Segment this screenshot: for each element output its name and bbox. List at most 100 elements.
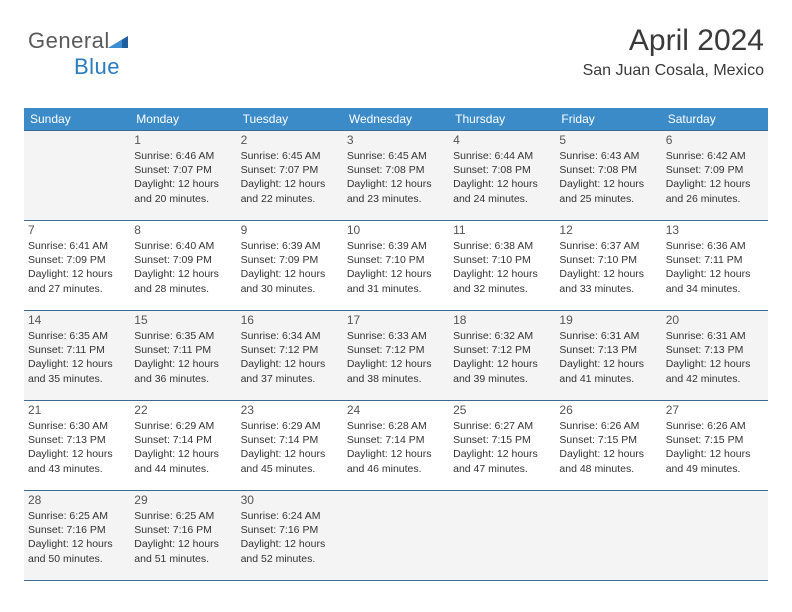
day-header: Friday — [555, 108, 661, 131]
calendar-day-cell: 10Sunrise: 6:39 AMSunset: 7:10 PMDayligh… — [343, 221, 449, 311]
day-details: Sunrise: 6:38 AMSunset: 7:10 PMDaylight:… — [453, 239, 551, 296]
day-number: 10 — [347, 223, 445, 237]
header-right: April 2024 San Juan Cosala, Mexico — [583, 24, 764, 80]
sunrise-text: Sunrise: 6:25 AM — [134, 509, 232, 523]
calendar-day-cell: 4Sunrise: 6:44 AMSunset: 7:08 PMDaylight… — [449, 131, 555, 221]
day-number: 20 — [666, 313, 764, 327]
day-number: 24 — [347, 403, 445, 417]
sunset-text: Sunset: 7:12 PM — [241, 343, 339, 357]
sunset-text: Sunset: 7:14 PM — [241, 433, 339, 447]
day-details: Sunrise: 6:27 AMSunset: 7:15 PMDaylight:… — [453, 419, 551, 476]
calendar-day-cell: 11 Sunrise: 6:38 AMSunset: 7:10 PMDayligh… — [449, 221, 555, 311]
sunrise-text: Sunrise: 6:28 AM — [347, 419, 445, 433]
day-details: Sunrise: 6:31 AMSunset: 7:13 PMDaylight:… — [666, 329, 764, 386]
day-details: Sunrise: 6:29 AMSunset: 7:14 PMDaylight:… — [241, 419, 339, 476]
sunset-text: Sunset: 7:07 PM — [241, 163, 339, 177]
daylight-text: Daylight: 12 hours and 39 minutes. — [453, 357, 551, 385]
daylight-text: Daylight: 12 hours and 22 minutes. — [241, 177, 339, 205]
sunset-text: Sunset: 7:10 PM — [347, 253, 445, 267]
sunset-text: Sunset: 7:11 PM — [666, 253, 764, 267]
day-details: Sunrise: 6:25 AMSunset: 7:16 PMDaylight:… — [134, 509, 232, 566]
sunset-text: Sunset: 7:16 PM — [241, 523, 339, 537]
daylight-text: Daylight: 12 hours and 34 minutes. — [666, 267, 764, 295]
sunrise-text: Sunrise: 6:31 AM — [559, 329, 657, 343]
calendar-day-cell: 9 Sunrise: 6:39 AMSunset: 7:09 PMDaylight… — [237, 221, 343, 311]
daylight-text: Daylight: 12 hours and 30 minutes. — [241, 267, 339, 295]
sunset-text: Sunset: 7:11 PM — [28, 343, 126, 357]
calendar-day-cell — [343, 491, 449, 581]
day-number: 11 — [453, 223, 551, 237]
day-number: 9 — [241, 223, 339, 237]
daylight-text: Daylight: 12 hours and 35 minutes. — [28, 357, 126, 385]
sunrise-text: Sunrise: 6:29 AM — [241, 419, 339, 433]
sunrise-text: Sunrise: 6:34 AM — [241, 329, 339, 343]
calendar-body: 1Sunrise: 6:46 AMSunset: 7:07 PMDaylight… — [24, 131, 768, 581]
sunrise-text: Sunrise: 6:31 AM — [666, 329, 764, 343]
sunset-text: Sunset: 7:09 PM — [134, 253, 232, 267]
day-number: 27 — [666, 403, 764, 417]
day-details: Sunrise: 6:45 AMSunset: 7:07 PMDaylight:… — [241, 149, 339, 206]
day-number: 6 — [666, 133, 764, 147]
day-details: Sunrise: 6:41 AMSunset: 7:09 PMDaylight:… — [28, 239, 126, 296]
day-number: 2 — [241, 133, 339, 147]
daylight-text: Daylight: 12 hours and 20 minutes. — [134, 177, 232, 205]
day-details: Sunrise: 6:28 AMSunset: 7:14 PMDaylight:… — [347, 419, 445, 476]
day-details: Sunrise: 6:31 AMSunset: 7:13 PMDaylight:… — [559, 329, 657, 386]
day-details: Sunrise: 6:33 AMSunset: 7:12 PMDaylight:… — [347, 329, 445, 386]
sunset-text: Sunset: 7:07 PM — [134, 163, 232, 177]
sunrise-text: Sunrise: 6:40 AM — [134, 239, 232, 253]
day-header: Wednesday — [343, 108, 449, 131]
sunset-text: Sunset: 7:11 PM — [134, 343, 232, 357]
daylight-text: Daylight: 12 hours and 43 minutes. — [28, 447, 126, 475]
calendar-day-cell: 13Sunrise: 6:36 AMSunset: 7:11 PMDayligh… — [662, 221, 768, 311]
day-details: Sunrise: 6:30 AMSunset: 7:13 PMDaylight:… — [28, 419, 126, 476]
day-number: 30 — [241, 493, 339, 507]
sunset-text: Sunset: 7:15 PM — [666, 433, 764, 447]
calendar-day-cell: 29 Sunrise: 6:25 AMSunset: 7:16 PMDayligh… — [130, 491, 236, 581]
sunrise-text: Sunrise: 6:27 AM — [453, 419, 551, 433]
daylight-text: Daylight: 12 hours and 24 minutes. — [453, 177, 551, 205]
day-number: 7 — [28, 223, 126, 237]
calendar-day-cell: 26Sunrise: 6:26 AMSunset: 7:15 PMDayligh… — [555, 401, 661, 491]
daylight-text: Daylight: 12 hours and 47 minutes. — [453, 447, 551, 475]
sunset-text: Sunset: 7:09 PM — [28, 253, 126, 267]
sunset-text: Sunset: 7:12 PM — [347, 343, 445, 357]
sunrise-text: Sunrise: 6:46 AM — [134, 149, 232, 163]
day-number: 29 — [134, 493, 232, 507]
day-number: 28 — [28, 493, 126, 507]
sunset-text: Sunset: 7:12 PM — [453, 343, 551, 357]
daylight-text: Daylight: 12 hours and 38 minutes. — [347, 357, 445, 385]
calendar-day-cell: 15Sunrise: 6:35 AMSunset: 7:11 PMDayligh… — [130, 311, 236, 401]
day-details: Sunrise: 6:35 AMSunset: 7:11 PMDaylight:… — [28, 329, 126, 386]
logo-text-blue: Blue — [74, 54, 120, 79]
day-number: 23 — [241, 403, 339, 417]
daylight-text: Daylight: 12 hours and 41 minutes. — [559, 357, 657, 385]
calendar-day-cell: 3Sunrise: 6:45 AMSunset: 7:08 PMDaylight… — [343, 131, 449, 221]
daylight-text: Daylight: 12 hours and 50 minutes. — [28, 537, 126, 565]
sunrise-text: Sunrise: 6:45 AM — [241, 149, 339, 163]
sunset-text: Sunset: 7:08 PM — [347, 163, 445, 177]
day-number: 19 — [559, 313, 657, 327]
sunrise-text: Sunrise: 6:44 AM — [453, 149, 551, 163]
day-number: 14 — [28, 313, 126, 327]
sunrise-text: Sunrise: 6:45 AM — [347, 149, 445, 163]
sunset-text: Sunset: 7:13 PM — [666, 343, 764, 357]
day-details: Sunrise: 6:39 AMSunset: 7:09 PMDaylight:… — [241, 239, 339, 296]
day-details: Sunrise: 6:35 AMSunset: 7:11 PMDaylight:… — [134, 329, 232, 386]
sunset-text: Sunset: 7:10 PM — [559, 253, 657, 267]
calendar-day-cell: 7 Sunrise: 6:41 AMSunset: 7:09 PMDaylight… — [24, 221, 130, 311]
calendar-day-cell: 8Sunrise: 6:40 AMSunset: 7:09 PMDaylight… — [130, 221, 236, 311]
sunset-text: Sunset: 7:16 PM — [28, 523, 126, 537]
daylight-text: Daylight: 12 hours and 28 minutes. — [134, 267, 232, 295]
day-header: Saturday — [662, 108, 768, 131]
sunrise-text: Sunrise: 6:35 AM — [28, 329, 126, 343]
sunset-text: Sunset: 7:09 PM — [241, 253, 339, 267]
daylight-text: Daylight: 12 hours and 48 minutes. — [559, 447, 657, 475]
sunset-text: Sunset: 7:13 PM — [559, 343, 657, 357]
day-details: Sunrise: 6:34 AMSunset: 7:12 PMDaylight:… — [241, 329, 339, 386]
day-details: Sunrise: 6:37 AMSunset: 7:10 PMDaylight:… — [559, 239, 657, 296]
daylight-text: Daylight: 12 hours and 52 minutes. — [241, 537, 339, 565]
day-number: 12 — [559, 223, 657, 237]
sunset-text: Sunset: 7:15 PM — [453, 433, 551, 447]
calendar-week-row: 21Sunrise: 6:30 AMSunset: 7:13 PMDayligh… — [24, 401, 768, 491]
